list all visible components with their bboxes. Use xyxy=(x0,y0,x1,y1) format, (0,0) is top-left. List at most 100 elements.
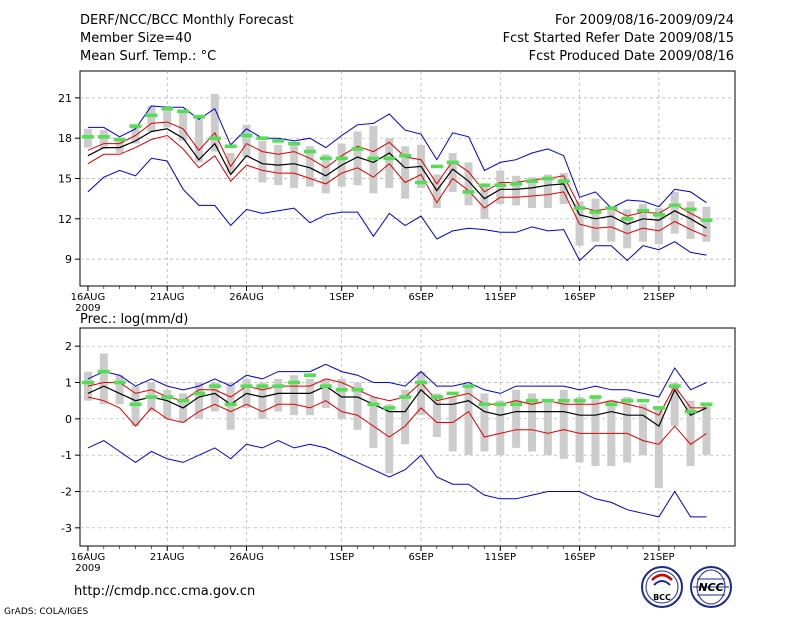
precipitation-year-label: 2009 xyxy=(75,563,100,574)
temperature-gridlines xyxy=(80,71,735,286)
precipitation-observed-mark xyxy=(684,409,697,414)
temperature-xtick-label: 16SEP xyxy=(564,292,595,303)
precipitation-spread-box xyxy=(99,353,108,405)
precipitation-observed-mark xyxy=(605,402,618,407)
temperature-observed-mark xyxy=(383,156,396,161)
temperature-xtick-label: 21SEP xyxy=(643,292,674,303)
precipitation-spread-box xyxy=(353,382,362,430)
precipitation-observed-mark xyxy=(478,402,491,407)
temperature-observed-mark xyxy=(541,176,554,181)
precipitation-observed-mark xyxy=(446,391,459,396)
precipitation-spread-box xyxy=(321,378,330,408)
temperature-year-label: 2009 xyxy=(75,303,100,314)
precipitation-spread-box xyxy=(686,400,695,467)
footer-url: http://cmdp.ncc.cma.gov.cn xyxy=(74,584,255,599)
precipitation-spread-box xyxy=(654,407,663,488)
temperature-spread-box xyxy=(179,109,188,141)
precipitation-observed-mark xyxy=(177,398,190,403)
precipitation-series-lines xyxy=(87,363,707,518)
temperature-spread-box xyxy=(480,183,489,219)
precipitation-observed-mark xyxy=(652,406,665,410)
temperature-line-meanplussd xyxy=(87,121,707,222)
temperature-ytick-label: 9 xyxy=(65,253,72,266)
temperature-observed-mark xyxy=(272,139,285,143)
temperature-spread-box xyxy=(543,174,552,209)
precipitation-observed-marks xyxy=(81,369,713,414)
temperature-spread-boxes xyxy=(83,93,711,249)
temperature-spread-box xyxy=(305,146,314,187)
precipitation-xtick-label: 6SEP xyxy=(408,552,433,563)
precipitation-spread-box xyxy=(115,375,124,405)
temperature-spread-box xyxy=(670,191,679,234)
precipitation-spread-box xyxy=(274,378,283,412)
precipitation-observed-mark xyxy=(541,398,554,403)
precipitation-ytick-label: -3 xyxy=(61,522,72,535)
temperature-observed-mark xyxy=(351,147,364,151)
precipitation-xtick-label: 21AUG xyxy=(150,552,185,563)
precipitation-spread-box xyxy=(369,397,378,448)
precipitation-observed-mark xyxy=(668,384,681,388)
ncc-logo[interactable]: NCC xyxy=(690,566,732,608)
precipitation-ytick-label: 0 xyxy=(65,413,72,426)
precipitation-observed-mark xyxy=(700,402,713,407)
precipitation-observed-mark xyxy=(557,398,570,403)
precipitation-ytick-label: -1 xyxy=(61,449,72,462)
precipitation-observed-mark xyxy=(510,402,523,407)
precipitation-spread-box xyxy=(290,375,299,416)
temperature-spread-box xyxy=(385,138,394,188)
temperature-xtick-label: 11SEP xyxy=(485,292,516,303)
precipitation-observed-mark xyxy=(621,398,634,403)
temperature-spread-box xyxy=(512,175,521,206)
precipitation-spread-box xyxy=(385,404,394,474)
temperature-spread-box xyxy=(464,162,473,206)
temperature-spread-box xyxy=(591,198,600,242)
precipitation-observed-mark xyxy=(399,395,412,399)
precipitation-observed-mark xyxy=(161,395,174,399)
temperature-observed-mark xyxy=(462,190,475,194)
temperature-xtick-label: 6SEP xyxy=(408,292,433,303)
temperature-xtick-label: 1SEP xyxy=(329,292,354,303)
precipitation-observed-mark xyxy=(113,380,126,385)
precipitation-observed-mark xyxy=(81,380,94,385)
precipitation-observed-mark xyxy=(367,402,380,407)
precipitation-observed-mark xyxy=(430,395,443,399)
precipitation-spread-box xyxy=(401,389,410,445)
precipitation-spread-box xyxy=(131,386,140,427)
temperature-observed-mark xyxy=(494,183,507,188)
temperature-observed-mark xyxy=(414,180,427,185)
temperature-observed-mark xyxy=(478,183,491,188)
precipitation-observed-mark xyxy=(208,384,221,388)
temperature-observed-mark xyxy=(605,206,618,210)
precipitation-observed-mark xyxy=(97,369,110,374)
temperature-spread-box xyxy=(194,115,203,163)
temperature-spread-box xyxy=(115,138,124,153)
temperature-observed-mark xyxy=(240,133,253,138)
precipitation-ytick-label: 1 xyxy=(65,377,72,390)
ncc-logo-text: NCC xyxy=(698,581,723,594)
precipitation-observed-mark xyxy=(319,384,332,388)
precipitation-spread-box xyxy=(527,393,536,452)
precipitation-observed-mark xyxy=(288,380,301,385)
temperature-ytick-label: 21 xyxy=(58,92,72,105)
temperature-observed-mark xyxy=(652,212,665,217)
temperature-observed-mark xyxy=(621,217,634,221)
bcc-logo-text: BCC xyxy=(653,593,671,602)
temperature-xtick-label: 26AUG xyxy=(229,292,264,303)
precipitation-line-meanminussd xyxy=(87,396,707,445)
temperature-observed-mark xyxy=(256,136,269,140)
temperature-spread-box xyxy=(559,173,568,205)
temperature-spread-box xyxy=(131,126,140,144)
temperature-observed-mark xyxy=(399,153,412,158)
precipitation-ytick-label: 2 xyxy=(65,340,72,353)
header-start-date: Fcst Started Refer Date 2009/08/15 xyxy=(503,31,734,46)
temperature-observed-mark xyxy=(113,137,126,142)
temperature-spread-box xyxy=(210,93,219,152)
precipitation-spread-box xyxy=(512,389,521,448)
precipitation-observed-mark xyxy=(145,395,158,399)
temperature-spread-box xyxy=(686,201,695,239)
precipitation-observed-mark xyxy=(494,402,507,407)
precipitation-xtick-label: 21SEP xyxy=(643,552,674,563)
precipitation-line-max xyxy=(87,363,707,398)
bcc-logo[interactable]: BCC xyxy=(641,566,683,608)
header-member-size: Member Size=40 xyxy=(80,31,192,46)
